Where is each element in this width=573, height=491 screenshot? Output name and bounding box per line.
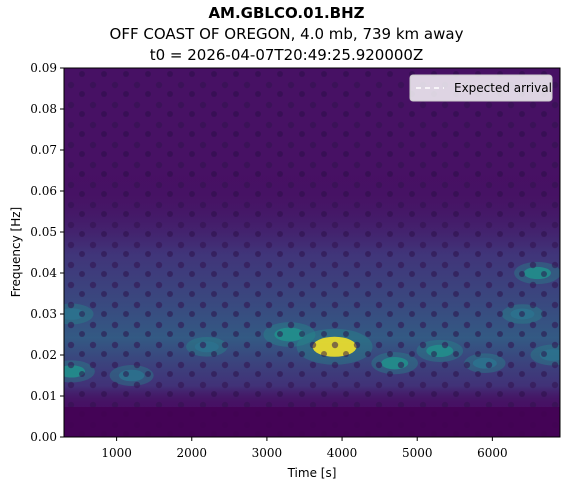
y-tick-label: 0.09 — [30, 61, 57, 75]
chart-subtitle-origin-time: t0 = 2026-04-07T20:49:25.920000Z — [149, 46, 424, 64]
y-tick-label: 0.05 — [30, 225, 57, 239]
y-axis-label: Frequency [Hz] — [9, 207, 23, 298]
y-tick-label: 0.00 — [30, 430, 57, 444]
x-tick-label: 4000 — [327, 446, 358, 460]
x-tick-label: 1000 — [101, 446, 132, 460]
y-tick-label: 0.06 — [30, 184, 57, 198]
x-tick-label: 3000 — [252, 446, 283, 460]
chart-subtitle-event: OFF COAST OF OREGON, 4.0 mb, 739 km away — [109, 25, 464, 43]
legend-box — [409, 74, 553, 102]
legend-label: Expected arrival — [454, 81, 552, 95]
y-tick-label: 0.03 — [30, 307, 57, 321]
plot-frame — [63, 67, 561, 438]
spectrogram-speckle — [64, 68, 560, 437]
x-tick-label: 2000 — [176, 446, 207, 460]
x-tick-label: 6000 — [477, 446, 508, 460]
spectrogram-low-freq-floor — [64, 407, 560, 437]
y-tick-label: 0.04 — [30, 266, 57, 280]
y-tick-label: 0.07 — [30, 143, 57, 157]
y-tick-label: 0.01 — [30, 389, 57, 403]
x-axis-label: Time [s] — [287, 466, 337, 480]
y-tick-label: 0.08 — [30, 102, 57, 116]
legend: Expected arrival — [409, 74, 553, 102]
chart-title-station: AM.GBLCO.01.BHZ — [208, 4, 365, 22]
x-tick-label: 5000 — [402, 446, 433, 460]
y-tick-label: 0.02 — [30, 348, 57, 362]
